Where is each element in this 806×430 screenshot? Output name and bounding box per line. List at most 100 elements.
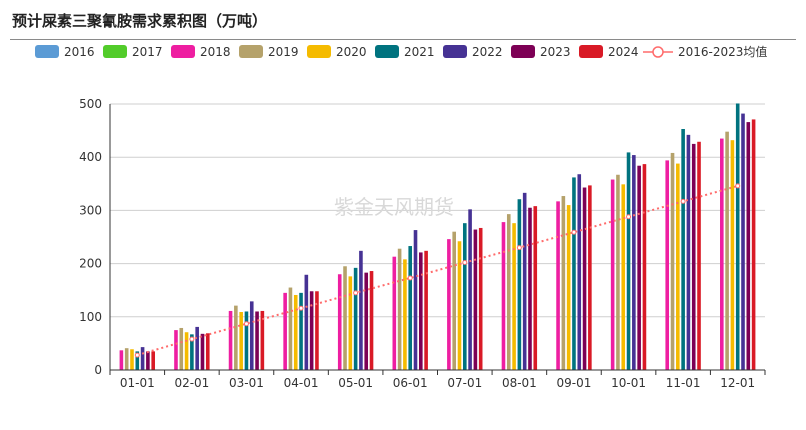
bar-2023-11-01 [691,143,696,370]
legend-swatch [103,45,127,58]
bar-2023-03-01 [255,311,259,370]
bar-2023-06-01 [419,252,423,370]
legend-swatch [35,45,59,58]
bar-2024-11-01 [697,141,701,370]
bar-2021-07-01 [462,223,467,370]
bar-2022-10-01 [632,155,636,370]
bar-2023-04-01 [309,291,314,370]
bar-2020-01-01 [130,349,134,370]
bar-2023-02-01 [200,333,205,370]
average-point [462,260,468,266]
legend-item-2016-2023均值[interactable]: 2016-2023均值 [643,44,767,59]
bar-2021-05-01 [353,267,358,370]
legend-swatch [579,45,603,58]
average-point [626,214,632,220]
legend-item-2021[interactable]: 2021 [375,45,435,59]
bar-2021-03-01 [244,311,249,370]
bar-2024-06-01 [424,250,428,370]
x-tick-label: 10-01 [611,376,646,390]
bar-2023-01-01 [146,351,150,370]
legend-swatch [307,45,331,58]
legend-label: 2017 [132,45,163,59]
bar-2021-04-01 [299,292,303,370]
average-point [134,352,140,358]
bar-2023-10-01 [637,165,641,370]
legend-item-2024[interactable]: 2024 [579,45,639,59]
y-tick-label: 400 [79,150,102,164]
legend-label: 2016 [64,45,95,59]
legend-swatch [511,45,535,58]
bar-2020-04-01 [293,294,298,370]
bar-2020-11-01 [676,163,680,370]
y-tick-label: 0 [94,363,102,377]
bar-2021-09-01 [572,177,576,370]
bar-2019-09-01 [561,196,566,370]
legend-label: 2016-2023均值 [678,44,767,59]
legend-item-2018[interactable]: 2018 [171,45,231,59]
legend[interactable]: 2016 2017 2018 2019 2020 2021 2022 2023 2024 2016… [35,44,767,59]
bar-2022-03-01 [249,301,254,370]
bar-2023-07-01 [473,229,478,370]
x-tick-label: 04-01 [284,376,319,390]
x-tick-label: 02-01 [174,376,209,390]
legend-label: 2022 [472,45,503,59]
average-point [571,229,577,235]
chart-title: 预计屎素三聚氰胺需求累积图（万吨） [12,12,268,30]
legend-swatch [443,45,467,58]
bar-2022-09-01 [577,174,582,370]
bar-2019-04-01 [288,287,293,370]
bar-2024-09-01 [588,185,592,370]
bars [119,103,756,371]
y-tick-label: 100 [79,310,102,324]
legend-item-2022[interactable]: 2022 [443,45,503,59]
legend-label: 2020 [336,45,367,59]
legend-item-2020[interactable]: 2020 [307,45,367,59]
x-tick-label: 09-01 [557,376,592,390]
bar-2020-10-01 [621,184,626,370]
legend-label: 2018 [200,45,231,59]
bar-2020-09-01 [566,205,571,370]
bar-2018-05-01 [337,274,342,370]
bar-2019-03-01 [234,305,238,370]
bar-2022-01-01 [140,347,145,370]
bar-2018-01-01 [119,350,124,370]
bar-2018-06-01 [392,256,397,370]
bar-2024-08-01 [533,206,538,370]
bar-2019-10-01 [616,174,620,370]
legend-item-2017[interactable]: 2017 [103,45,163,59]
bar-2021-02-01 [190,334,194,370]
bar-2018-09-01 [556,201,560,370]
average-point [243,321,249,327]
average-point [680,198,686,204]
bar-2019-12-01 [725,131,729,370]
legend-item-2019[interactable]: 2019 [239,45,299,59]
bar-2024-02-01 [205,333,210,370]
bar-2023-08-01 [528,207,532,370]
bar-2024-10-01 [642,164,647,370]
bar-2018-12-01 [720,138,724,370]
legend-swatch [375,45,399,58]
bar-2024-12-01 [751,119,756,370]
legend-swatch-marker [652,46,664,58]
bar-2022-07-01 [468,209,472,370]
bar-2021-12-01 [735,103,740,370]
bar-2019-07-01 [452,231,456,370]
average-point [516,245,522,251]
bar-2022-02-01 [195,326,199,370]
bar-2022-06-01 [413,230,418,370]
bar-2021-01-01 [135,351,140,370]
legend-swatch [239,45,263,58]
bar-2020-07-01 [457,241,462,370]
bar-2018-10-01 [610,179,615,370]
legend-item-2016[interactable]: 2016 [35,45,95,59]
legend-item-2023[interactable]: 2023 [511,45,571,59]
bar-2021-08-01 [517,199,522,370]
bar-2019-01-01 [124,348,129,370]
bar-2024-04-01 [315,291,319,370]
y-tick-label: 500 [79,97,102,111]
average-point [407,275,413,281]
axes: 0 100 200 300 400 500 01-01 02-01 03-01 04-01 05-0… [79,97,766,390]
legend-label: 2023 [540,45,571,59]
bar-2021-10-01 [626,152,631,370]
